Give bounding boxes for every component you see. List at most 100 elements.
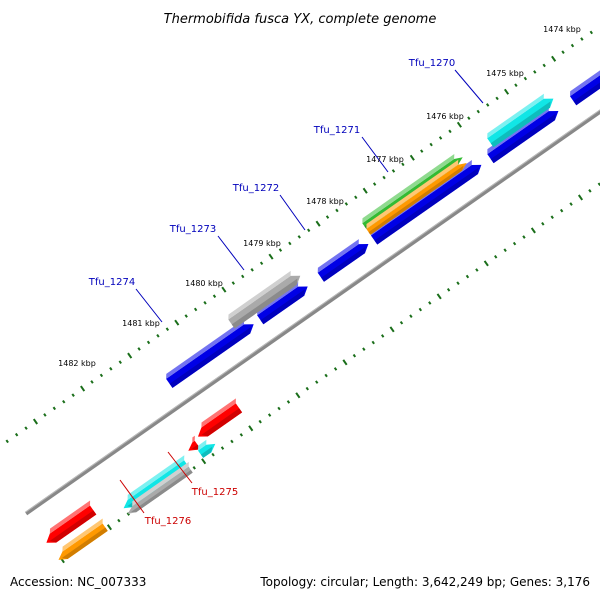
tick-mark [288,241,292,246]
tick-mark [307,228,311,233]
outer-tick-track [5,30,593,444]
tick-mark [295,392,301,399]
tick-mark [503,248,507,253]
tick-mark [530,227,536,234]
tick-mark [344,202,349,206]
tick-mark [201,458,207,465]
tick-mark [391,169,396,173]
tick-mark [239,433,244,437]
tick-mark [127,352,133,359]
tick-mark [174,319,180,326]
tick-label: 1476 kbp [426,112,464,121]
genome-backbone [24,109,600,516]
tick-label: 1477 kbp [366,155,404,164]
gene-feature-gray[interactable] [228,270,301,329]
tick-mark [118,360,122,364]
gene-label[interactable]: Tfu_1271 [313,125,360,136]
tick-mark [297,235,301,239]
tick-label: 1481 kbp [122,319,160,328]
tick-mark [278,248,283,252]
gene-feature-orange[interactable] [366,159,467,235]
tick-mark [241,274,245,279]
tick-mark [580,37,584,41]
tick-mark [258,419,262,424]
tick-mark [165,327,170,332]
tick-mark [137,347,141,351]
tick-mark [533,70,537,74]
gene-label[interactable]: Tfu_1276 [144,516,191,527]
tick-mark [43,413,47,417]
tick-mark [589,30,593,35]
tick-mark [438,136,443,140]
tick-mark [551,55,557,62]
gene-label[interactable]: Tfu_1272 [232,183,279,194]
tick-label: 1480 kbp [185,279,223,288]
tick-mark [418,307,423,312]
tick-mark [342,359,348,366]
gene-feature-blue[interactable] [166,319,254,388]
gene-feature-red[interactable] [188,435,200,451]
tick-mark [315,220,321,227]
gene-label[interactable]: Tfu_1274 [88,277,135,288]
gene-callout-tfu-1275[interactable]: Tfu_1275 [167,451,238,498]
tick-mark [268,253,274,260]
tick-mark [372,182,377,186]
tick-mark [428,301,432,305]
tick-mark [259,261,264,266]
gene-callout-tfu-1276[interactable]: Tfu_1276 [119,479,191,527]
feature-track [46,59,600,560]
gene-feature-blue[interactable] [570,59,600,106]
backbone-line [24,109,600,516]
tick-mark [193,307,198,312]
tick-label: 1478 kbp [306,197,344,206]
gene-feature-gray[interactable] [127,461,193,514]
tick-mark [467,116,471,120]
tick-mark [380,334,385,338]
gene-feature-red[interactable] [46,500,97,543]
gene-feature-blue[interactable] [317,239,369,282]
gene-callout-tfu-1270[interactable]: Tfu_1270 [408,58,484,104]
tick-mark [267,413,272,417]
tick-mark [371,340,375,345]
tick-mark [429,142,433,147]
gene-label[interactable]: Tfu_1270 [408,58,455,69]
tick-mark [221,286,227,293]
tick-mark [90,380,94,384]
gene-callout-tfu-1274[interactable]: Tfu_1274 [88,277,163,323]
tick-mark [382,175,386,180]
gene-feature-red[interactable] [198,398,243,437]
tick-mark [523,76,528,81]
tick-mark [475,268,479,272]
tick-mark [212,294,217,299]
tick-mark [541,222,545,226]
gene-callouts: Tfu_1270 Tfu_1271 Tfu_1272 Tfu_1273 Tfu_1274… [88,58,484,527]
gene-feature-cyan[interactable] [487,93,554,148]
gene-feature-cyan[interactable] [198,439,216,458]
gene-label[interactable]: Tfu_1273 [169,224,216,235]
tick-labels: 1474 kbp 1475 kbp 1476 kbp 1477 kbp 1478 kbp… [58,25,581,368]
tick-label: 1475 kbp [486,69,524,78]
tick-mark [335,208,339,213]
gene-callout-tfu-1272[interactable]: Tfu_1272 [232,183,306,231]
tick-mark [286,400,291,404]
tick-mark [192,466,196,470]
gene-label[interactable]: Tfu_1275 [191,487,238,498]
tick-mark [248,425,254,432]
tick-mark [354,195,358,200]
tick-mark [156,333,160,338]
tick-mark [362,347,366,351]
tick-mark [106,524,113,531]
gene-callout-tfu-1273[interactable]: Tfu_1273 [169,224,245,271]
tick-mark [465,274,470,279]
tick-label: 1474 kbp [543,25,581,34]
gene-callout-tfu-1271[interactable]: Tfu_1271 [313,125,389,173]
genome-summary-text: Topology: circular; Length: 3,642,249 bp… [259,575,590,589]
tick-mark [448,129,452,134]
gene-feature-orange[interactable] [58,518,108,560]
tick-mark [230,439,234,444]
tick-mark [99,373,104,378]
tick-label: 1479 kbp [243,239,281,248]
tick-mark [32,418,39,425]
tick-mark [203,301,207,305]
